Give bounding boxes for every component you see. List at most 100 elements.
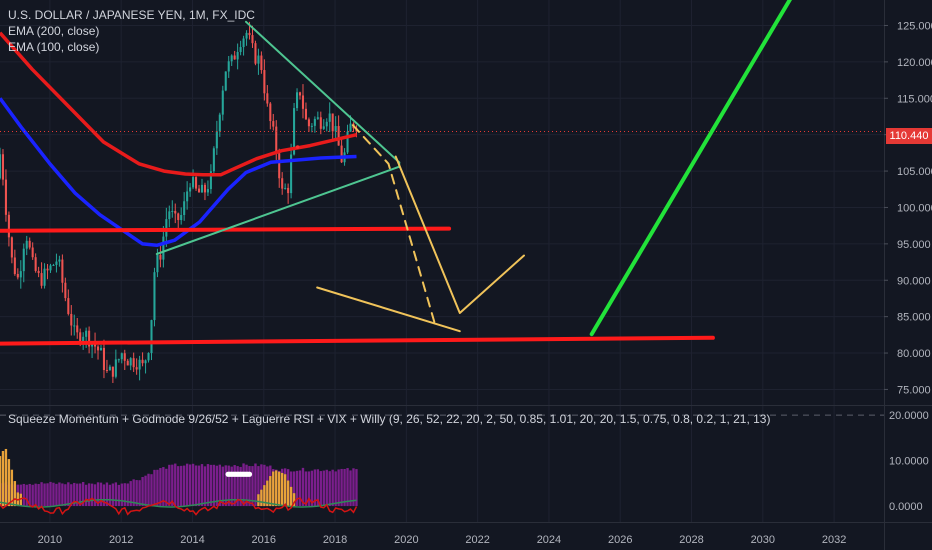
candle-body <box>96 346 100 351</box>
candle-body <box>52 264 55 266</box>
candle-body <box>325 121 328 127</box>
candle-body <box>153 272 156 321</box>
indicator-histogram-bar <box>263 485 266 507</box>
price-tick-label: 125.000 <box>897 20 932 32</box>
indicator-band-bar <box>108 484 112 507</box>
candle-body <box>266 93 269 104</box>
indicator-band-bar <box>46 483 49 507</box>
wedge-lower-line <box>155 165 401 255</box>
candle-body <box>141 359 144 364</box>
candle-body <box>165 219 168 237</box>
indicator-band-bar <box>177 466 180 507</box>
symbol-title: U.S. DOLLAR / JAPANESE YEN, 1M, FX_IDC <box>8 8 255 22</box>
candle-body <box>171 210 174 212</box>
candle-body <box>7 214 10 238</box>
indicator-band-bar <box>197 465 201 507</box>
time-tick-label: 2032 <box>822 534 846 546</box>
indicator-green-line <box>0 498 357 508</box>
drawings <box>0 0 884 346</box>
indicator-band-bar <box>185 463 189 507</box>
candle-body <box>46 268 49 271</box>
price-tick-label: 120.000 <box>897 57 932 69</box>
indicator-band-bar <box>141 476 144 507</box>
candle-body <box>123 353 126 361</box>
candle-body <box>31 247 34 258</box>
indicator-histogram-bar <box>7 459 11 507</box>
projection-line <box>316 286 461 333</box>
candle-body <box>203 184 206 193</box>
indicator-band-bar <box>129 481 132 507</box>
ema100-label: EMA (100, close) <box>8 40 100 54</box>
time-tick-label: 2026 <box>608 534 632 546</box>
indicator-band-bar <box>114 482 118 507</box>
indicator-band-bar <box>310 470 314 507</box>
candle-body <box>108 366 111 371</box>
candle-body <box>307 119 310 127</box>
indicator-band-bar <box>64 484 67 507</box>
indicator-band-bar <box>328 471 331 507</box>
candle-body <box>61 259 64 283</box>
indicator-band-bar <box>144 475 147 507</box>
indicator-band-bar <box>212 464 216 507</box>
indicator-band-bar <box>120 483 123 507</box>
indicator-band-bar <box>96 482 100 507</box>
indicator-tick-label: 10.0000 <box>889 456 929 468</box>
indicator-band-bar <box>40 482 43 507</box>
indicator-band-bar <box>102 484 106 507</box>
indicator-band-bar <box>257 466 260 507</box>
indicator-band-bar <box>343 468 346 507</box>
indicator-band-bar <box>331 469 334 507</box>
candle-body <box>334 126 337 132</box>
indicator-band-bar <box>218 464 221 507</box>
candle-body <box>227 61 230 72</box>
time-tick-label: 2018 <box>323 534 347 546</box>
candle-body <box>111 366 114 377</box>
indicator-band-bar <box>194 465 198 507</box>
chart-legend: U.S. DOLLAR / JAPANESE YEN, 1M, FX_IDC E… <box>8 7 255 55</box>
indicator-band-bar <box>203 466 207 507</box>
candle-body <box>304 108 307 120</box>
candle-body <box>102 347 106 371</box>
candle-body <box>290 154 293 194</box>
candle-body <box>349 123 352 132</box>
indicator-histogram-bar <box>0 456 2 507</box>
candle-body <box>260 55 263 71</box>
indicator-band-bar <box>245 464 248 507</box>
candle-body <box>88 330 91 347</box>
candle-body <box>0 154 2 179</box>
time-tick-label: 2030 <box>751 534 775 546</box>
indicator-band-bar <box>28 483 31 507</box>
indicator-band-bar <box>206 464 210 507</box>
indicator-band-bar <box>55 483 58 507</box>
forecast-line <box>589 0 792 337</box>
indicator-band-bar <box>162 467 165 507</box>
indicator-band-bar <box>79 483 82 507</box>
indicator-histogram-bar <box>278 471 281 507</box>
candle-body <box>313 118 316 126</box>
indicator-band-bar <box>168 464 171 507</box>
candle-body <box>186 191 189 202</box>
indicator-band-bar <box>233 465 236 507</box>
indicator-histogram-bar <box>266 480 269 507</box>
current-price-label: 110.440 <box>886 128 932 144</box>
candle-body <box>150 320 153 354</box>
candle-body <box>1 154 5 180</box>
candle-body <box>43 268 46 286</box>
ema200-line <box>0 31 357 177</box>
indicator-pane <box>0 414 884 516</box>
candle-body <box>236 52 239 60</box>
indicator-band-bar <box>230 466 233 507</box>
indicator-band-bar <box>182 465 186 507</box>
candle-body <box>105 370 108 372</box>
candle-body <box>316 117 319 119</box>
candle-body <box>73 325 76 327</box>
ema100-line <box>0 97 357 248</box>
price-tick-label: 115.000 <box>897 93 932 105</box>
indicator-band-bar <box>126 483 129 507</box>
indicator-band-bar <box>174 463 177 507</box>
price-tick-label: 100.000 <box>897 202 932 214</box>
candle-body <box>162 236 165 260</box>
candle-body <box>99 347 103 351</box>
candle-body <box>192 177 195 188</box>
indicator-band-bar <box>316 469 320 507</box>
